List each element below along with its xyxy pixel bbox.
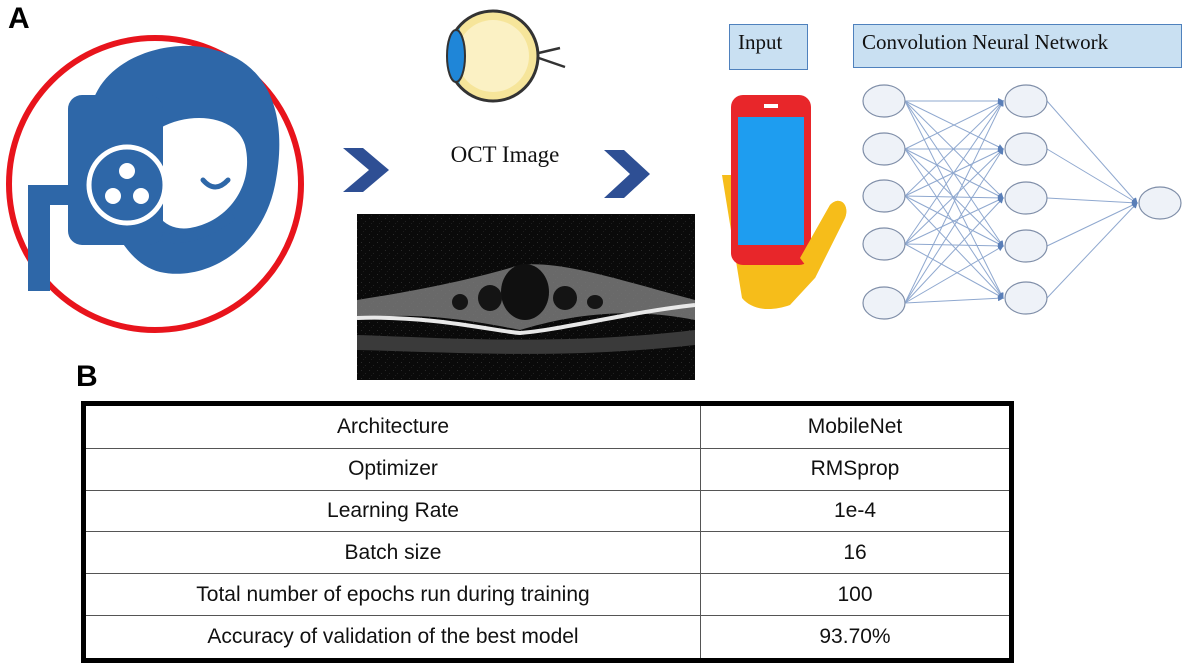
connection-line [904, 195, 1004, 299]
connection-line [1046, 197, 1138, 206]
output-node [1138, 186, 1182, 220]
connection-line [904, 100, 1004, 299]
input-label-box: Input [729, 24, 808, 70]
param-value: 1e-4 [700, 489, 1012, 533]
input-node [862, 286, 906, 320]
table-row: Batch size 16 [83, 531, 1012, 575]
connection-line [904, 245, 1004, 304]
param-name: Optimizer [83, 448, 701, 491]
param-value: MobileNet [700, 402, 1012, 450]
hidden-node [1004, 132, 1048, 166]
panel-label-a: A [8, 2, 30, 35]
connection-line [1046, 100, 1138, 204]
connection-line [904, 148, 1004, 299]
connection-line [1046, 202, 1138, 299]
connection-line [904, 197, 1004, 245]
param-name: Learning Rate [83, 489, 701, 533]
param-value: RMSprop [700, 448, 1012, 491]
hidden-node [1004, 84, 1048, 118]
hidden-node [1004, 181, 1048, 215]
table-row: Total number of epochs run during traini… [83, 573, 1012, 616]
table-row: Optimizer RMSprop [83, 448, 1012, 491]
connection-line [904, 243, 1004, 299]
connection-line [904, 148, 1004, 245]
connection-line [1046, 202, 1138, 247]
connection-line [904, 100, 1004, 245]
eyeball-icon [446, 9, 566, 103]
chevron-right-icon [604, 150, 650, 198]
oct-scan-image [356, 214, 696, 380]
chevron-right-icon [343, 148, 389, 192]
table-row: Learning Rate 1e-4 [83, 489, 1012, 533]
connection-line [904, 100, 1004, 304]
param-value: 16 [700, 531, 1012, 575]
param-value: 100 [700, 573, 1012, 616]
neural-network-diagram [862, 84, 1182, 320]
connection-line [904, 100, 1004, 150]
hidden-node [1004, 229, 1048, 263]
hidden-node [1004, 281, 1048, 315]
param-name: Accuracy of validation of the best model [83, 614, 701, 662]
param-name: Batch size [83, 531, 701, 575]
hyperparameter-table: Architecture MobileNet Optimizer RMSprop… [81, 401, 1014, 663]
connection-line [904, 148, 1004, 199]
workflow-diagram [6, 9, 1182, 380]
connection-line [904, 100, 1004, 197]
param-name: Total number of epochs run during traini… [83, 573, 701, 616]
input-node [862, 132, 906, 166]
param-name: Architecture [83, 402, 701, 450]
panel-label-b: B [76, 360, 98, 393]
cnn-label-box: Convolution Neural Network [853, 24, 1182, 68]
param-value: 93.70% [700, 614, 1012, 662]
table-row: Accuracy of validation of the best model… [83, 614, 1012, 662]
connection-line [1046, 148, 1138, 204]
connection-line [904, 197, 1004, 304]
smartphone-in-hand-icon [722, 95, 847, 310]
oct-image-caption: OCT Image [450, 142, 560, 167]
patient-eye-exam-icon [6, 35, 304, 333]
input-node [862, 84, 906, 118]
input-node [862, 227, 906, 261]
table-row: Architecture MobileNet [83, 402, 1012, 450]
connection-line [904, 148, 1004, 304]
input-node [862, 179, 906, 213]
connection-line [904, 295, 1004, 304]
connection-line [904, 242, 1004, 249]
